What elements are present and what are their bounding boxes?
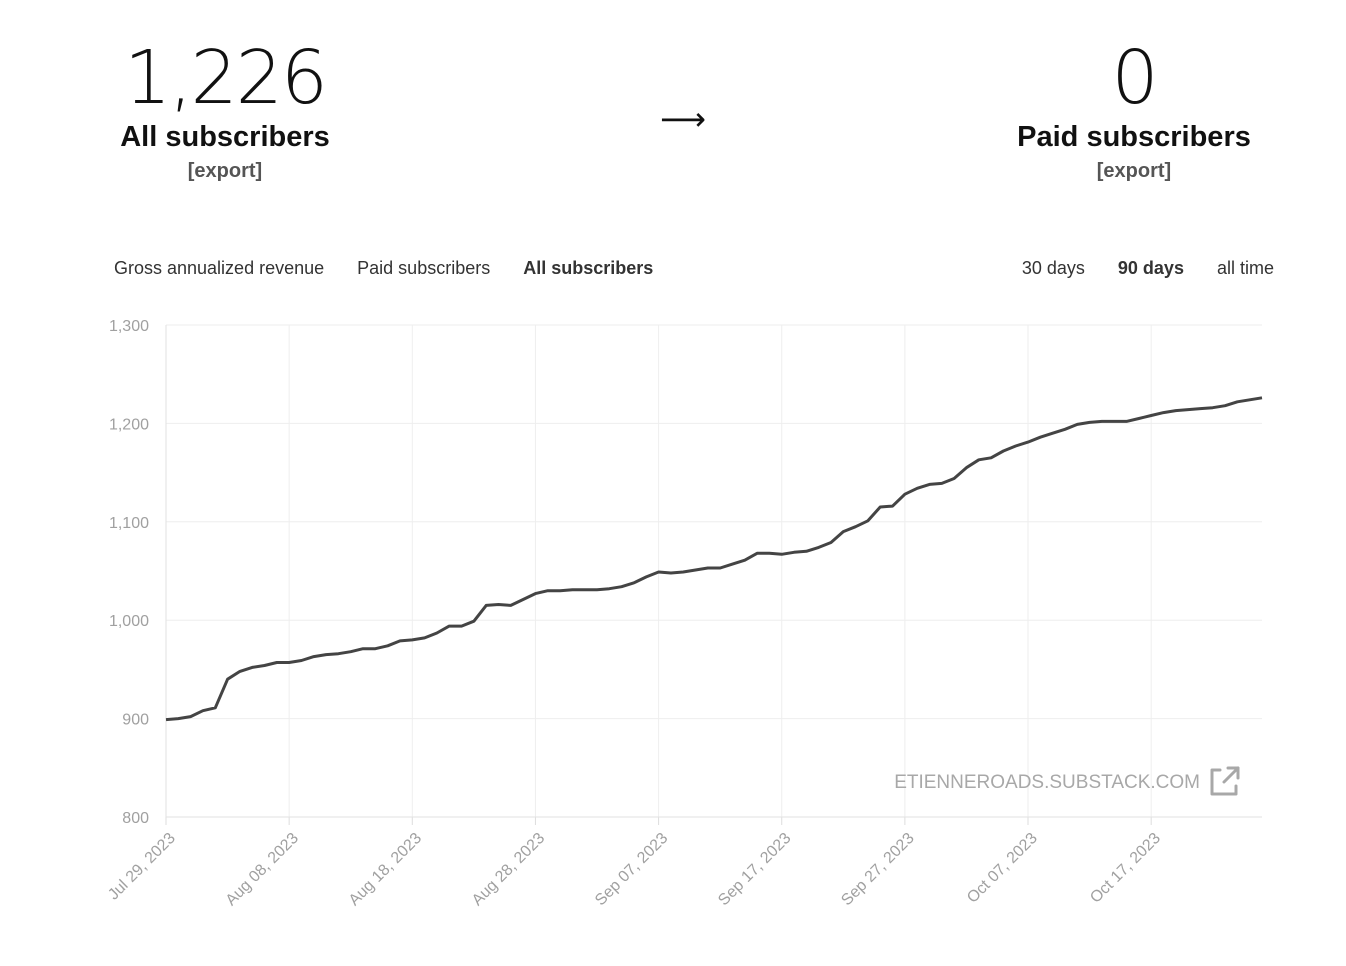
x-tick-label: Aug 08, 2023 [223,830,302,909]
y-tick-label: 1,200 [109,416,149,433]
y-tick-label: 1,300 [109,318,149,335]
y-tick-label: 1,100 [109,515,149,532]
watermark-text: ETIENNEROADS.SUBSTACK.COM [894,772,1200,793]
tab-paid-subscribers[interactable]: Paid subscribers [357,258,491,278]
x-tick-label: Sep 27, 2023 [838,830,917,909]
chart-axes [165,325,1262,818]
paid-subscribers-export-link[interactable]: [export] [1096,160,1172,182]
paid-subscribers-stat: 0 Paid subscribers [export] [964,36,1304,183]
metric-tabs: Gross annualized revenue Paid subscriber… [114,258,681,279]
tab-all-subscribers[interactable]: All subscribers [523,258,654,278]
tab-90-days[interactable]: 90 days [1117,258,1184,278]
external-link-icon[interactable] [1210,766,1240,796]
subscribers-line-chart: 1,300 1,200 1,100 1,000 900 800 Jul 29, 2023 A… [105,318,1263,909]
series-line [165,396,1263,722]
paid-subscribers-count: 0 [1111,35,1158,121]
x-tick-label: Sep 17, 2023 [715,830,794,909]
all-subscribers-count: 1,226 [124,35,328,121]
x-tick-label: Aug 18, 2023 [346,830,425,909]
paid-subscribers-label: Paid subscribers [1017,121,1251,153]
tab-gross-annualized-revenue[interactable]: Gross annualized revenue [114,258,325,278]
chart-grid [165,324,1262,825]
y-axis-ticks: 1,300 1,200 1,100 1,000 900 800 [109,318,149,827]
arrow-icon: ⟶ [660,100,706,138]
range-tabs: 30 days 90 days all time [994,258,1274,279]
tab-all-time[interactable]: all time [1216,258,1274,278]
x-tick-label: Oct 17, 2023 [1087,830,1164,907]
all-subscribers-stat: 1,226 All subscribers [export] [55,36,395,183]
y-tick-label: 800 [122,810,149,827]
all-subscribers-label: All subscribers [120,121,330,153]
all-subscribers-export-link[interactable]: [export] [187,160,263,182]
y-tick-label: 1,000 [109,613,149,630]
x-tick-label: Oct 07, 2023 [964,830,1041,907]
y-tick-label: 900 [122,712,149,729]
x-tick-label: Aug 28, 2023 [469,830,548,909]
x-axis-ticks: Jul 29, 2023 Aug 08, 2023 Aug 18, 2023 Aug … [105,830,1164,909]
tab-30-days[interactable]: 30 days [1021,258,1085,278]
x-tick-label: Sep 07, 2023 [592,830,671,909]
x-tick-label: Jul 29, 2023 [105,830,179,904]
